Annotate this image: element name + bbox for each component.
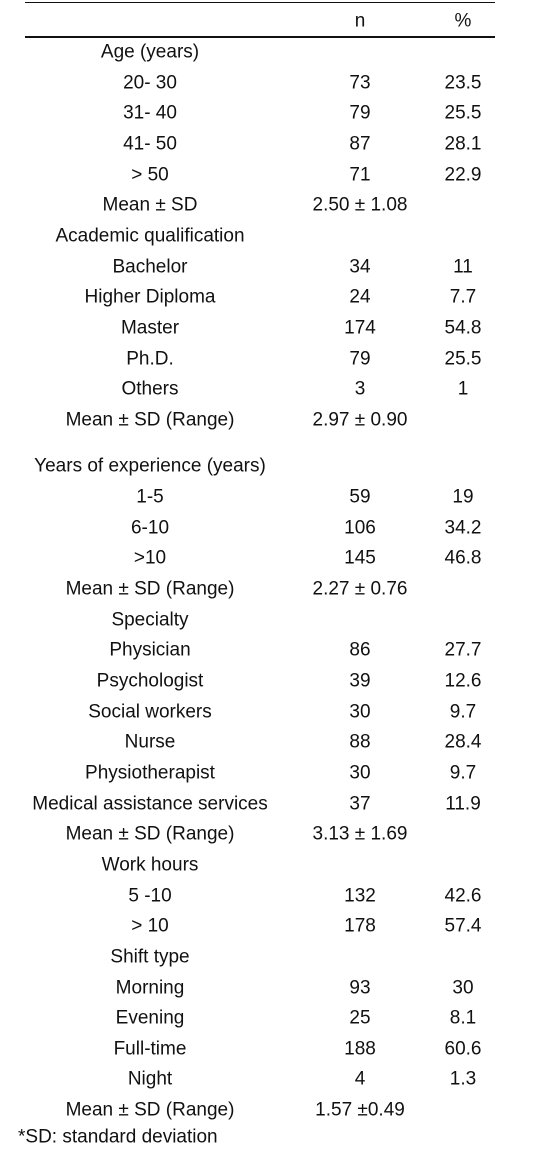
- row-pct: 11.9: [445, 793, 481, 815]
- row-n: 2.50 ± 1.08: [312, 194, 408, 216]
- row-n: 73: [349, 72, 371, 94]
- row-pct: 54.8: [444, 317, 482, 339]
- row-pct: 46.8: [444, 547, 482, 569]
- row-pct: 28.4: [444, 731, 482, 753]
- row-label: Mean ± SD (Range): [65, 823, 235, 845]
- row-n: 30: [349, 762, 371, 784]
- header-rule: [25, 36, 495, 38]
- row-label: Night: [127, 1068, 173, 1090]
- footnote: *SD: standard deviation: [18, 1126, 218, 1148]
- row-label: > 10: [131, 915, 169, 937]
- top-rule: [25, 2, 495, 3]
- row-n: 178: [344, 915, 376, 937]
- row-n: 93: [349, 977, 371, 998]
- row-label: Ph.D.: [126, 348, 174, 369]
- row-label: Age (years): [100, 41, 200, 63]
- row-label: Work hours: [101, 854, 199, 876]
- row-n: 106: [344, 517, 376, 539]
- row-n: 3.13 ± 1.69: [312, 823, 408, 845]
- row-label: Nurse: [124, 731, 176, 753]
- row-pct: 57.4: [444, 915, 482, 937]
- row-pct: 28.1: [444, 133, 482, 155]
- row-pct: 27.7: [444, 639, 482, 661]
- row-pct: 19: [452, 486, 474, 508]
- row-n: 34: [349, 256, 371, 278]
- row-pct: 23.5: [444, 72, 482, 94]
- row-pct: 30: [452, 977, 474, 998]
- row-n: 24: [349, 286, 371, 308]
- row-label: Years of experience (years): [34, 455, 266, 477]
- header-pct: %: [454, 10, 472, 32]
- row-pct: 22.9: [444, 164, 482, 186]
- row-n: 132: [344, 885, 376, 907]
- row-label: Higher Diploma: [84, 286, 216, 308]
- row-pct: 12.6: [444, 670, 482, 692]
- row-pct: 25.5: [444, 348, 482, 369]
- row-n: 39: [349, 670, 371, 692]
- row-label: 20- 30: [123, 72, 177, 94]
- row-n: 79: [349, 348, 371, 369]
- row-label: Evening: [115, 1007, 185, 1029]
- row-label: Social workers: [88, 701, 212, 723]
- row-n: 88: [349, 731, 371, 753]
- row-pct: 9.7: [449, 762, 477, 784]
- row-label: Academic qualification: [55, 225, 245, 247]
- row-label: 1-5: [136, 486, 164, 508]
- row-pct: 11: [453, 256, 473, 278]
- row-label: > 50: [131, 164, 169, 186]
- row-pct: 42.6: [444, 885, 482, 907]
- row-n: 25: [349, 1007, 371, 1029]
- row-label: Mean ± SD: [102, 194, 198, 216]
- row-pct: 9.7: [449, 701, 477, 723]
- row-n: 30: [349, 701, 371, 723]
- row-n: 87: [349, 133, 371, 155]
- row-pct: 8.1: [449, 1007, 477, 1029]
- row-label: >10: [133, 547, 167, 569]
- row-pct: 25.5: [444, 102, 482, 124]
- row-pct: 7.7: [449, 286, 477, 308]
- row-label: Mean ± SD (Range): [65, 1099, 235, 1121]
- row-pct: 1: [457, 378, 469, 400]
- row-label: Mean ± SD (Range): [65, 409, 235, 431]
- row-pct: 34.2: [444, 517, 482, 539]
- row-n: 3: [354, 378, 366, 400]
- row-label: Bachelor: [112, 256, 188, 278]
- row-n: 4: [354, 1068, 366, 1090]
- row-n: 37: [349, 793, 371, 815]
- row-n: 2.97 ± 0.90: [312, 409, 408, 431]
- row-n: 86: [349, 639, 371, 661]
- row-label: Medical assistance services: [32, 793, 268, 815]
- header-n: n: [354, 10, 366, 32]
- row-n: 2.27 ± 0.76: [312, 578, 408, 600]
- row-label: Psychologist: [96, 670, 204, 692]
- row-n: 188: [344, 1038, 376, 1060]
- row-n: 71: [349, 164, 371, 186]
- row-pct: 60.6: [444, 1038, 482, 1060]
- row-label: Specialty: [111, 609, 189, 631]
- row-pct: 1.3: [449, 1068, 477, 1090]
- row-n: 59: [349, 486, 371, 508]
- row-label: 31- 40: [123, 102, 177, 124]
- row-n: 174: [344, 317, 376, 339]
- row-label: Master: [120, 317, 180, 339]
- row-label: Mean ± SD (Range): [65, 578, 235, 600]
- row-n: 145: [344, 547, 376, 569]
- row-label: Shift type: [110, 946, 190, 968]
- row-label: Physician: [109, 639, 191, 661]
- row-label: Physiotherapist: [85, 762, 215, 784]
- row-n: 1.57 ±0.49: [315, 1099, 405, 1121]
- row-label: Morning: [115, 977, 185, 998]
- row-label: 5 -10: [128, 885, 172, 907]
- row-label: Others: [121, 378, 179, 400]
- row-label: 6-10: [130, 517, 170, 539]
- row-label: Full-time: [113, 1038, 187, 1060]
- row-label: 41- 50: [123, 133, 177, 155]
- row-n: 79: [349, 102, 371, 124]
